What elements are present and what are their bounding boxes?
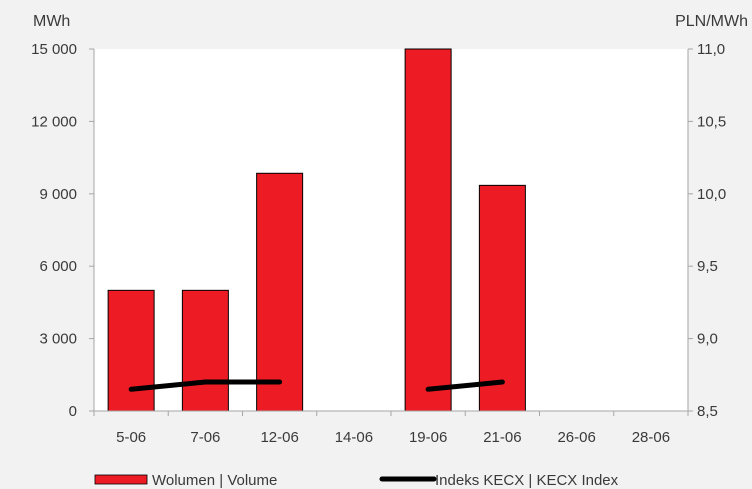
left-axis-unit: MWh xyxy=(33,13,70,30)
kecx-index-line xyxy=(128,379,283,392)
right-tick-label: 9,5 xyxy=(697,258,718,275)
right-axis-ticks: 8,5 9,0 9,5 10,0 10,5 11,0 xyxy=(688,41,726,420)
left-tick-label: 15 000 xyxy=(31,41,77,58)
x-tick-label: 14-06 xyxy=(335,429,373,446)
right-tick-label: 8,5 xyxy=(697,403,718,420)
right-axis-unit: PLN/MWh xyxy=(675,13,748,30)
x-tick-label: 12-06 xyxy=(260,429,298,446)
left-tick-label: 9 000 xyxy=(39,186,77,203)
x-axis-ticks: 5-06 7-06 12-06 14-06 19-06 21-06 26-06 28-06 xyxy=(93,411,689,446)
legend-volume-label: Wolumen | Volume xyxy=(152,472,277,489)
index-line-layer xyxy=(128,379,505,392)
x-tick-label: 19-06 xyxy=(409,429,447,446)
x-tick-label: 5-06 xyxy=(116,429,146,446)
right-tick-label: 11,0 xyxy=(697,41,725,58)
left-axis-ticks: 0 3 000 6 000 9 000 12 000 15 000 xyxy=(31,41,94,420)
bars-layer xyxy=(107,48,526,412)
volume-bar xyxy=(478,184,526,412)
x-tick-label: 28-06 xyxy=(632,429,670,446)
right-tick-label: 9,0 xyxy=(697,331,718,348)
legend-index-label: Indeks KECX | KECX Index xyxy=(435,472,619,489)
volume-bar xyxy=(181,289,229,412)
right-tick-label: 10,0 xyxy=(697,186,726,203)
left-tick-label: 3 000 xyxy=(39,331,77,348)
kecx-index-line xyxy=(425,379,505,392)
volume-bar xyxy=(404,48,452,412)
volume-bar xyxy=(256,172,304,412)
right-tick-label: 10,5 xyxy=(697,113,726,130)
left-tick-label: 0 xyxy=(69,403,77,420)
left-tick-label: 6 000 xyxy=(39,258,77,275)
legend: Wolumen | Volume Indeks KECX | KECX Inde… xyxy=(94,472,619,489)
volume-bar xyxy=(107,289,155,412)
x-tick-label: 26-06 xyxy=(557,429,595,446)
x-tick-label: 21-06 xyxy=(483,429,521,446)
legend-volume-swatch xyxy=(94,474,148,485)
left-tick-label: 12 000 xyxy=(31,113,77,130)
x-tick-label: 7-06 xyxy=(190,429,220,446)
